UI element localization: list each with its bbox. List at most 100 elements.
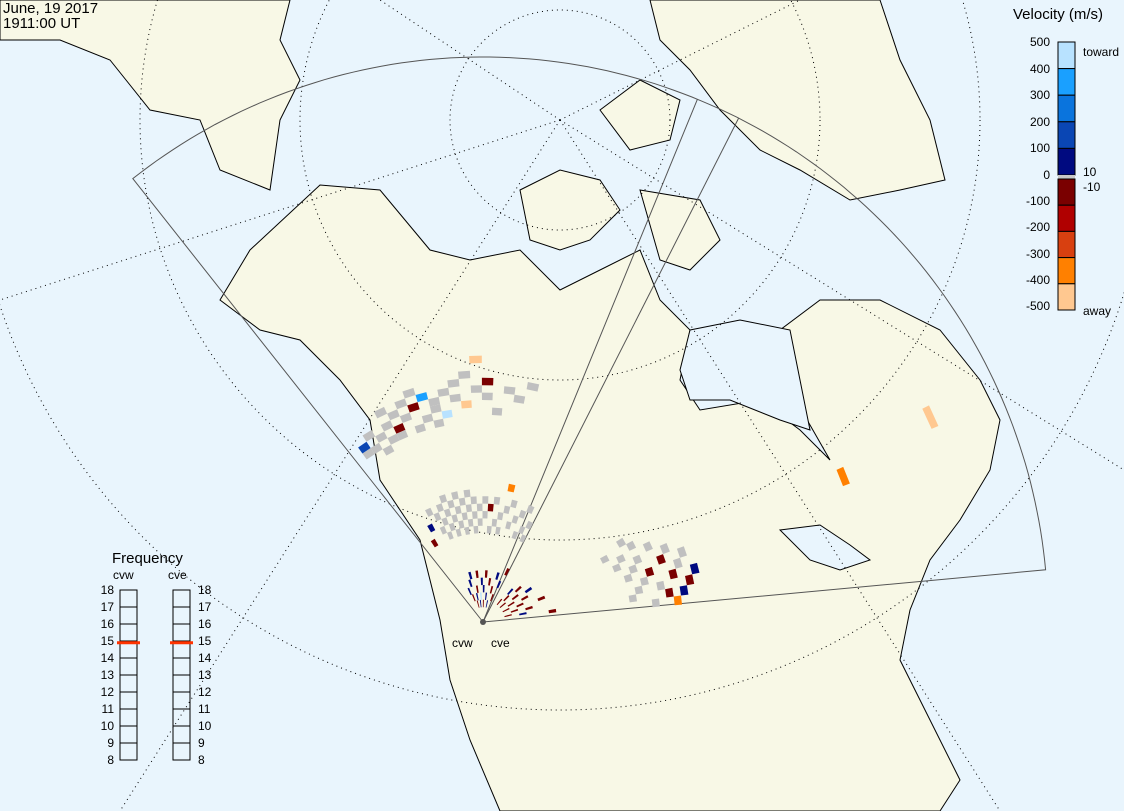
- arctic-island: [519, 169, 621, 251]
- ground-scatter-cell: [387, 409, 400, 421]
- ground-scatter-cell: [639, 576, 649, 586]
- threshold-positive-label: 10: [1083, 165, 1097, 179]
- velocity-cell: [685, 574, 695, 586]
- velocity-cell: [519, 612, 527, 616]
- radar-field-of-view: [132, 56, 1047, 623]
- greenland-land: [649, 0, 946, 201]
- ground-scatter-cell: [455, 528, 462, 537]
- ground-scatter-cell: [435, 503, 444, 513]
- ground-scatter-cell: [481, 392, 493, 401]
- fov-outline: [132, 56, 1047, 623]
- ground-scatter-cell: [414, 423, 426, 434]
- ground-scatter-cell: [458, 520, 465, 529]
- velocity-cell: [489, 586, 494, 594]
- velocity-tick: -200: [1025, 220, 1050, 235]
- velocity-cell: [469, 355, 482, 364]
- ground-scatter-cell: [373, 406, 388, 419]
- velocity-cell: [475, 570, 479, 579]
- velocity-tick: 200: [1029, 114, 1050, 129]
- ground-scatter-cell: [421, 413, 434, 424]
- frequency-tick-left: 15: [100, 634, 114, 648]
- ground-scatter-cell: [387, 433, 400, 445]
- ground-scatter-cell: [447, 379, 460, 388]
- frequency-tick-right: 17: [198, 600, 212, 614]
- ground-scatter-cell: [375, 431, 388, 443]
- colorbar-segment: [1057, 178, 1076, 206]
- velocity-cell: [441, 409, 453, 419]
- ground-scatter-cell: [362, 430, 376, 442]
- velocity-cell: [525, 605, 533, 611]
- arctic-island: [639, 189, 721, 271]
- velocity-cell: [471, 594, 476, 602]
- ground-scatter-cell: [458, 497, 466, 506]
- ground-scatter-cell: [399, 412, 413, 423]
- velocity-cell: [484, 570, 488, 578]
- velocity-cell: [503, 595, 510, 602]
- ground-scatter-cell: [503, 386, 516, 395]
- ground-scatter-cell: [394, 398, 408, 410]
- velocity-cell: [496, 598, 503, 606]
- ground-scatter-cell: [429, 404, 442, 414]
- toward-label: toward: [1083, 45, 1120, 59]
- ground-scatter-cell: [439, 494, 448, 504]
- frequency-tick-left: 12: [100, 685, 114, 699]
- frequency-tick-left: 14: [100, 651, 114, 665]
- velocity-cell: [496, 580, 502, 589]
- ground-scatter-cell: [612, 563, 622, 573]
- velocity-cell: [481, 377, 494, 386]
- ground-scatter-cell: [513, 394, 526, 404]
- velocity-cell: [679, 585, 689, 596]
- velocity-cell: [922, 405, 939, 429]
- ground-scatter-cell: [525, 520, 534, 530]
- velocity-cell: [502, 607, 510, 613]
- time-label: 1911:00 UT: [3, 15, 81, 32]
- ground-scatter-cell: [467, 518, 474, 527]
- velocity-tick: 100: [1029, 141, 1050, 156]
- frequency-tick-left: 16: [100, 617, 114, 631]
- ground-scatter-cell: [451, 491, 459, 500]
- velocity-cell: [485, 600, 489, 608]
- velocity-cell: [836, 466, 850, 487]
- frequency-tick-right: 8: [198, 753, 205, 767]
- velocity-cell: [479, 599, 482, 608]
- ground-scatter-cell: [443, 508, 452, 518]
- velocity-cell: [487, 503, 494, 512]
- velocity-cell: [427, 523, 436, 533]
- frequency-tick-left: 18: [100, 583, 114, 597]
- velocity-cell: [656, 554, 666, 565]
- velocity-cell: [475, 593, 479, 601]
- frequency-tick-right: 18: [198, 583, 212, 597]
- velocity-tick: 300: [1029, 88, 1050, 103]
- ground-scatter-cell: [634, 585, 644, 595]
- fov-beam-edge: [482, 117, 740, 623]
- siberia-land: [0, 0, 301, 191]
- frequency-tick-left: 13: [100, 668, 114, 682]
- velocity-cell: [521, 595, 529, 601]
- velocity-cell: [507, 588, 514, 595]
- great-lakes: [778, 524, 872, 571]
- velocity-tick: 0: [1043, 168, 1050, 182]
- ground-scatter-cell: [447, 499, 455, 509]
- velocity-cell: [504, 614, 512, 618]
- velocity-cell: [504, 568, 510, 576]
- velocity-cell: [430, 538, 439, 548]
- frequency-tick-right: 9: [198, 736, 205, 750]
- ground-scatter-cell: [402, 387, 416, 399]
- frequency-bars: [117, 589, 193, 761]
- velocity-cell: [393, 423, 406, 434]
- ground-scatter-cell: [632, 554, 643, 565]
- scatter-cells: [358, 355, 939, 618]
- frequency-tick-left: 11: [101, 702, 114, 716]
- velocity-cell: [507, 601, 515, 607]
- date-label: June, 19 2017: [3, 0, 99, 17]
- velocity-tick: 500: [1029, 35, 1050, 49]
- velocity-cell: [468, 571, 473, 580]
- ground-scatter-cell: [396, 429, 409, 441]
- ground-scatter-cell: [510, 499, 518, 509]
- frequency-tick-right: 12: [198, 685, 212, 699]
- frequency-tick-right: 15: [198, 634, 212, 648]
- ground-scatter-cell: [511, 530, 519, 540]
- ground-scatter-cell: [497, 512, 504, 521]
- velocity-cell: [665, 587, 674, 598]
